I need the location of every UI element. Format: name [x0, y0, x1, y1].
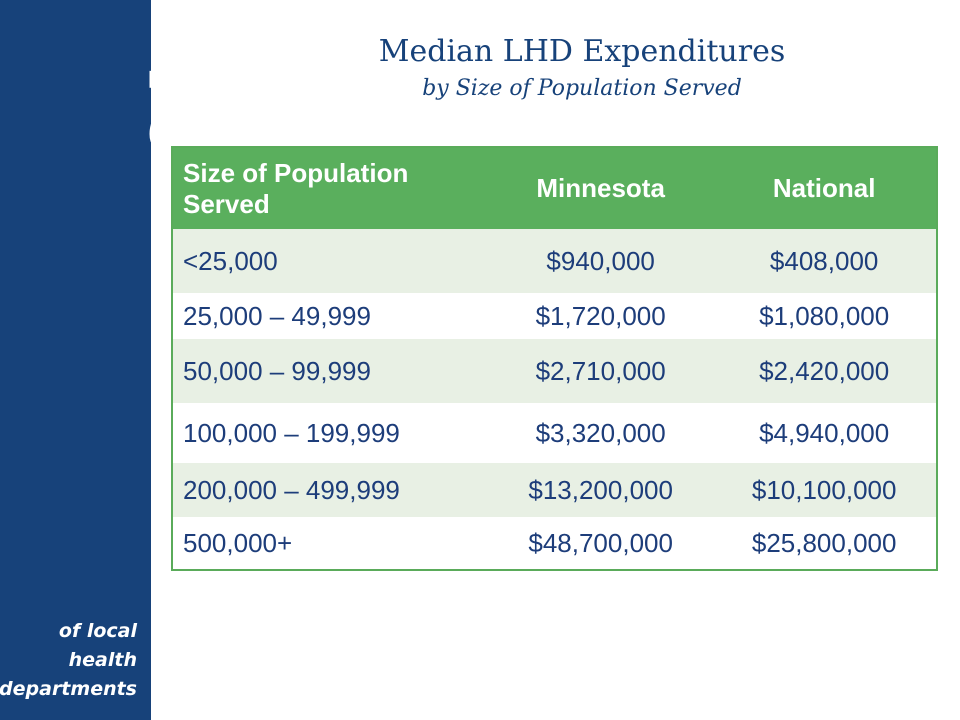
cell-national: $1,080,000: [712, 293, 937, 339]
page-title: Median LHD Expenditures: [378, 34, 786, 69]
cell-population: 500,000+: [172, 517, 489, 570]
cell-minnesota: $3,320,000: [489, 403, 713, 463]
table-row: 25,000 – 49,999 $1,720,000 $1,080,000: [172, 293, 937, 339]
table-row: 100,000 – 199,999 $3,320,000 $4,940,000: [172, 403, 937, 463]
tagline-line-3: departments: [0, 678, 137, 700]
cell-population: 50,000 – 99,999: [172, 339, 489, 403]
expenditures-table: Size of Population Served Minnesota Nati…: [171, 146, 938, 571]
cell-population: <25,000: [172, 229, 489, 293]
cell-population: 200,000 – 499,999: [172, 463, 489, 517]
cell-population: 25,000 – 49,999: [172, 293, 489, 339]
cell-population: 100,000 – 199,999: [172, 403, 489, 463]
cell-minnesota: $2,710,000: [489, 339, 713, 403]
cell-national: $408,000: [712, 229, 937, 293]
page-subtitle: by Size of Population Served: [422, 76, 742, 101]
table-row: 50,000 – 99,999 $2,710,000 $2,420,000: [172, 339, 937, 403]
cell-minnesota: $48,700,000: [489, 517, 713, 570]
table-header-row: Size of Population Served Minnesota Nati…: [172, 147, 937, 229]
table-row: 500,000+ $48,700,000 $25,800,000: [172, 517, 937, 570]
table-row: 200,000 – 499,999 $13,200,000 $10,100,00…: [172, 463, 937, 517]
cell-national: $10,100,000: [712, 463, 937, 517]
sidebar: Profile of local health departments: [0, 0, 246, 720]
table-row: <25,000 $940,000 $408,000: [172, 229, 937, 293]
tagline-line-2: health: [68, 649, 137, 671]
tagline: of local health departments: [0, 617, 137, 704]
header-size-of-population: Size of Population Served: [172, 147, 489, 229]
cell-national: $2,420,000: [712, 339, 937, 403]
cell-minnesota: $1,720,000: [489, 293, 713, 339]
cell-minnesota: $940,000: [489, 229, 713, 293]
cell-national: $25,800,000: [712, 517, 937, 570]
cell-national: $4,940,000: [712, 403, 937, 463]
cell-minnesota: $13,200,000: [489, 463, 713, 517]
header-minnesota: Minnesota: [489, 147, 713, 229]
header-national: National: [712, 147, 937, 229]
tagline-line-1: of local: [58, 620, 137, 642]
